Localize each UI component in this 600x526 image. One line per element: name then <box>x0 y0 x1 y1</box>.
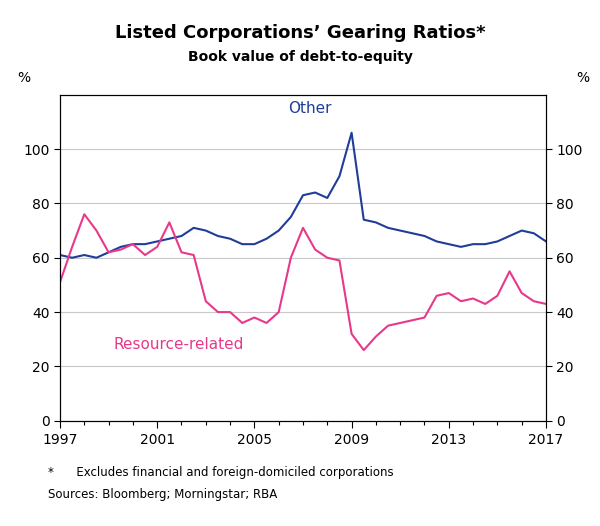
Text: Other: Other <box>289 102 332 116</box>
Text: Resource-related: Resource-related <box>113 337 244 351</box>
Text: %: % <box>17 71 30 85</box>
Text: Sources: Bloomberg; Morningstar; RBA: Sources: Bloomberg; Morningstar; RBA <box>48 488 277 501</box>
Text: Book value of debt-to-equity: Book value of debt-to-equity <box>188 50 412 64</box>
Text: Listed Corporations’ Gearing Ratios*: Listed Corporations’ Gearing Ratios* <box>115 24 485 42</box>
Text: %: % <box>576 71 589 85</box>
Text: *      Excludes financial and foreign-domiciled corporations: * Excludes financial and foreign-domicil… <box>48 466 394 479</box>
